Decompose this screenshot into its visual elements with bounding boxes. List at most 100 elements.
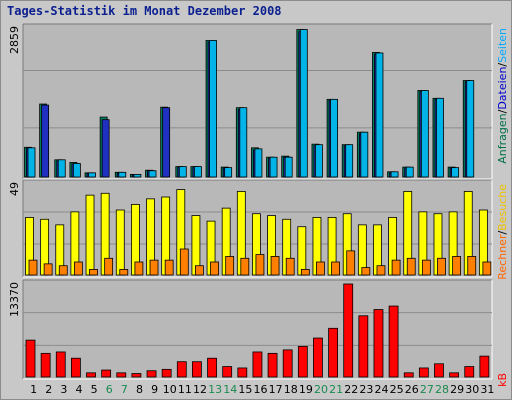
x-tick-label: 25 (390, 383, 404, 396)
kb-bar (434, 363, 444, 378)
hosts-bar (285, 257, 295, 276)
hosts-bar (316, 261, 325, 276)
kb-bar (358, 315, 369, 378)
x-tick-label: 26 (405, 383, 419, 396)
x-tick-label: 22 (344, 383, 358, 396)
pages-bar (269, 156, 278, 178)
pages-bar (345, 144, 354, 178)
x-tick-label: 30 (465, 383, 479, 396)
hosts-bar (179, 248, 189, 276)
hosts-bar (482, 261, 492, 276)
kb-bar (55, 351, 66, 378)
kb-bar (25, 339, 36, 378)
hosts-bar (240, 257, 250, 276)
hosts-bar (437, 257, 446, 276)
pages-bar (209, 40, 217, 178)
hosts-bar (467, 256, 477, 276)
legend-entry: / (496, 109, 509, 113)
pages-bar (254, 148, 263, 178)
x-tick-label: 2 (45, 383, 52, 396)
legend-entry: Seiten (496, 28, 509, 63)
kb-bar (116, 372, 127, 378)
x-tick-label: 15 (238, 383, 252, 396)
kb-bar (40, 352, 51, 378)
kb-bar (222, 366, 233, 378)
visits-bar (297, 226, 307, 276)
x-tick-label: 18 (284, 383, 298, 396)
pages-bar (466, 80, 475, 178)
files-bar (101, 119, 110, 178)
x-tick-label: 10 (163, 383, 177, 396)
legend-entry: / (496, 63, 509, 67)
kb-bar (479, 355, 490, 378)
series-legend: Anfragen/Dateien/Seiten (496, 28, 509, 164)
kb-bar (237, 367, 248, 378)
x-tick-label: 9 (151, 383, 158, 396)
legend-entry: Rechner (496, 234, 509, 280)
kb-bar (207, 357, 217, 378)
hosts-bar (391, 259, 401, 276)
hosts-bar (43, 263, 53, 276)
kb-bar (297, 345, 308, 378)
x-tick-label: 12 (193, 383, 207, 396)
hosts-bar (225, 256, 235, 276)
kb-bar (161, 368, 172, 378)
hosts-bar (300, 269, 310, 276)
series-legend: kB (496, 373, 509, 387)
x-tick-label: 27 (420, 383, 434, 396)
pages-bar (27, 147, 36, 178)
kb-bar (449, 372, 460, 378)
hosts-bar (255, 254, 265, 276)
hosts-bar (421, 259, 431, 276)
legend-entry: / (496, 231, 509, 235)
kb-bar (403, 372, 414, 378)
pages-bar (133, 173, 142, 178)
pages-bar (451, 167, 460, 178)
x-tick-label: 8 (136, 383, 143, 396)
visits-bar (115, 209, 125, 276)
x-tick-label: 16 (254, 383, 268, 396)
hosts-bar (331, 261, 340, 276)
kb-bar (252, 351, 263, 378)
legend-entry: kB (496, 373, 509, 387)
x-tick-label: 21 (329, 383, 343, 396)
kb-bar (388, 305, 399, 378)
pages-bar (405, 166, 414, 178)
pages-bar (88, 172, 96, 178)
hosts-bar (346, 250, 356, 276)
pages-bar (239, 107, 248, 178)
x-tick-label: 3 (60, 383, 67, 396)
x-tick-label: 4 (75, 383, 82, 396)
kb-bar (313, 337, 323, 378)
x-tick-label: 28 (435, 383, 449, 396)
kb-bar (101, 369, 112, 378)
hosts-bar (210, 261, 219, 276)
pages-bar (148, 170, 157, 178)
pages-bar (436, 97, 444, 178)
legend-entry: Dateien (496, 67, 509, 110)
files-bar (162, 107, 171, 178)
x-tick-label: 23 (359, 383, 373, 396)
hosts-bar (58, 265, 68, 276)
pages-bar (194, 166, 202, 178)
kb-bar (131, 373, 142, 378)
kb-bar (70, 357, 81, 378)
x-tick-label: 17 (269, 383, 283, 396)
y-max-label: 13370 (8, 282, 21, 317)
pages-bar (390, 171, 399, 178)
kb-bar (464, 366, 475, 378)
kb-bar (282, 349, 293, 378)
kb-bar (418, 367, 429, 378)
pages-bar (330, 98, 338, 178)
kb-bar (267, 352, 278, 378)
x-tick-label: 13 (208, 383, 222, 396)
files-bar (41, 104, 50, 178)
x-tick-label: 20 (314, 383, 328, 396)
pages-bar (224, 167, 233, 178)
kb-bar (328, 327, 338, 378)
x-tick-label: 29 (450, 383, 464, 396)
x-tick-label: 11 (178, 383, 192, 396)
pages-bar (72, 163, 81, 178)
